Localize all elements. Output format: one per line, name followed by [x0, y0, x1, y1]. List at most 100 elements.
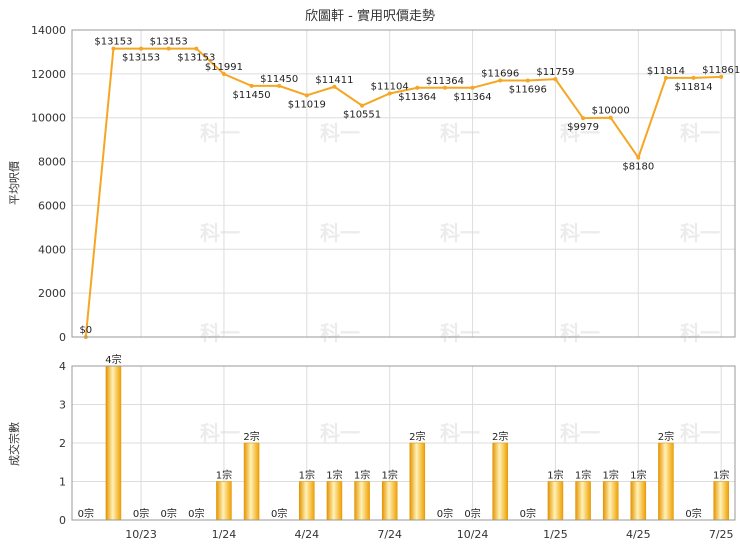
- watermark-text: 科一: [680, 121, 720, 145]
- line-point: [332, 84, 337, 89]
- line-point-label: $11411: [315, 75, 353, 86]
- line-point: [304, 93, 309, 98]
- bar: [547, 481, 564, 521]
- line-point: [360, 103, 365, 108]
- line-point: [277, 83, 282, 88]
- watermark-text: 科一: [320, 221, 360, 245]
- line-point-label: $11814: [647, 66, 685, 77]
- line-point-label: $11450: [260, 74, 298, 85]
- line-chart-ytick: 8000: [38, 156, 66, 169]
- bar-chart-xtick: 4/25: [626, 528, 651, 541]
- line-point: [719, 74, 724, 79]
- bar: [630, 481, 647, 521]
- watermark-text: 科一: [680, 321, 720, 345]
- bar: [492, 442, 508, 521]
- bar-value-label: 2宗: [243, 430, 259, 443]
- line-point: [663, 75, 668, 80]
- line-point: [111, 46, 116, 51]
- bar-value-label: 0宗: [464, 507, 480, 520]
- bar-value-label: 0宗: [685, 507, 701, 520]
- bar-value-label: 4宗: [105, 353, 121, 366]
- bar-value-label: 1宗: [713, 469, 729, 482]
- watermark-text: 科一: [560, 121, 600, 145]
- bar: [216, 481, 232, 521]
- line-point-label: $11696: [509, 85, 547, 96]
- bar-value-label: 1宗: [382, 469, 398, 482]
- line-point-label: $8180: [622, 162, 654, 173]
- bar-value-label: 1宗: [575, 469, 591, 482]
- bar: [575, 481, 591, 521]
- line-point-label: $11991: [205, 62, 243, 73]
- bar-value-label: 0宗: [78, 507, 94, 520]
- line-chart-ylabel: 平均呎價: [7, 161, 21, 205]
- line-point: [221, 72, 226, 77]
- bar-value-label: 1宗: [547, 469, 563, 482]
- line-point-label: $10000: [592, 106, 630, 117]
- line-point: [194, 46, 199, 51]
- watermark-text: 科一: [440, 321, 480, 345]
- line-point-label: $11450: [232, 90, 270, 101]
- line-chart-ytick: 2000: [38, 287, 66, 300]
- bar-value-label: 1宗: [299, 469, 315, 482]
- bar-value-label: 2宗: [409, 430, 425, 443]
- watermark-text: 科一: [320, 121, 360, 145]
- line-point: [166, 46, 171, 51]
- watermark-text: 科一: [680, 421, 720, 445]
- line-point-label: $13153: [150, 37, 188, 48]
- bar-value-label: 0宗: [271, 507, 287, 520]
- bar-value-label: 0宗: [437, 507, 453, 520]
- watermark-text: 科一: [200, 321, 240, 345]
- line-point: [691, 75, 696, 80]
- line-point-label: $11759: [536, 67, 574, 78]
- line-point-label: $11814: [674, 82, 712, 93]
- bar: [299, 481, 315, 521]
- line-point: [442, 85, 447, 90]
- bar-value-label: 1宗: [630, 469, 646, 482]
- bar-value-label: 0宗: [520, 507, 536, 520]
- line-point: [608, 115, 613, 120]
- bar-value-label: 0宗: [161, 507, 177, 520]
- line-chart-ytick: 4000: [38, 243, 66, 256]
- line-point: [470, 85, 475, 90]
- bar-chart-ytick: 4: [59, 360, 66, 373]
- bar: [602, 481, 619, 521]
- line-point-label: $13153: [94, 37, 132, 48]
- bar-chart-xtick: 7/24: [377, 528, 402, 541]
- bar-chart-xtick: 7/25: [709, 528, 734, 541]
- bar: [243, 442, 260, 521]
- line-point-label: $11364: [398, 92, 436, 103]
- line-point: [387, 91, 392, 96]
- line-chart-ytick: 10000: [31, 112, 66, 125]
- bar-chart-frame: [71, 365, 736, 521]
- bar-value-label: 0宗: [133, 507, 149, 520]
- bar-value-label: 1宗: [603, 469, 619, 482]
- line-chart-grid: 0 2000 4000 6000 8000 10000 12000 14000: [31, 24, 735, 344]
- bar-chart-xtick: 4/24: [294, 528, 319, 541]
- bar: [354, 481, 370, 521]
- line-point: [525, 78, 530, 83]
- line-point-label: $0: [79, 325, 92, 336]
- watermark-text: 科一: [440, 221, 480, 245]
- bar-chart-ytick: 2: [59, 437, 66, 450]
- line-point: [415, 85, 420, 90]
- bar: [381, 481, 398, 521]
- line-point: [139, 46, 144, 51]
- line-point-label: $11861: [702, 65, 740, 76]
- bar-series: 0宗 4宗 0宗 0宗 0宗 1宗 2宗 0宗 1宗 1宗 1宗 1宗 2宗 0宗 0宗 2宗 0宗 1宗 1宗 1宗…: [78, 353, 729, 521]
- line-series: $0$13153$13153$13153$13153$11991$11450$1…: [79, 37, 740, 339]
- bar-value-label: 2宗: [492, 430, 508, 443]
- watermark-text: 科一: [560, 321, 600, 345]
- plot-frames: [71, 29, 736, 521]
- line-chart-ytick: 12000: [31, 68, 66, 81]
- watermark-text: 科一: [560, 221, 600, 245]
- bar-chart-ytick: 0: [59, 514, 66, 527]
- line-point-label: $10551: [343, 110, 381, 121]
- line-point-label: $13153: [122, 53, 160, 64]
- line-chart-frame: [71, 29, 736, 338]
- bar: [105, 365, 122, 521]
- watermark-text: 科一: [440, 421, 480, 445]
- line-point-label: $11364: [453, 92, 491, 103]
- line-chart-ytick: 14000: [31, 24, 66, 37]
